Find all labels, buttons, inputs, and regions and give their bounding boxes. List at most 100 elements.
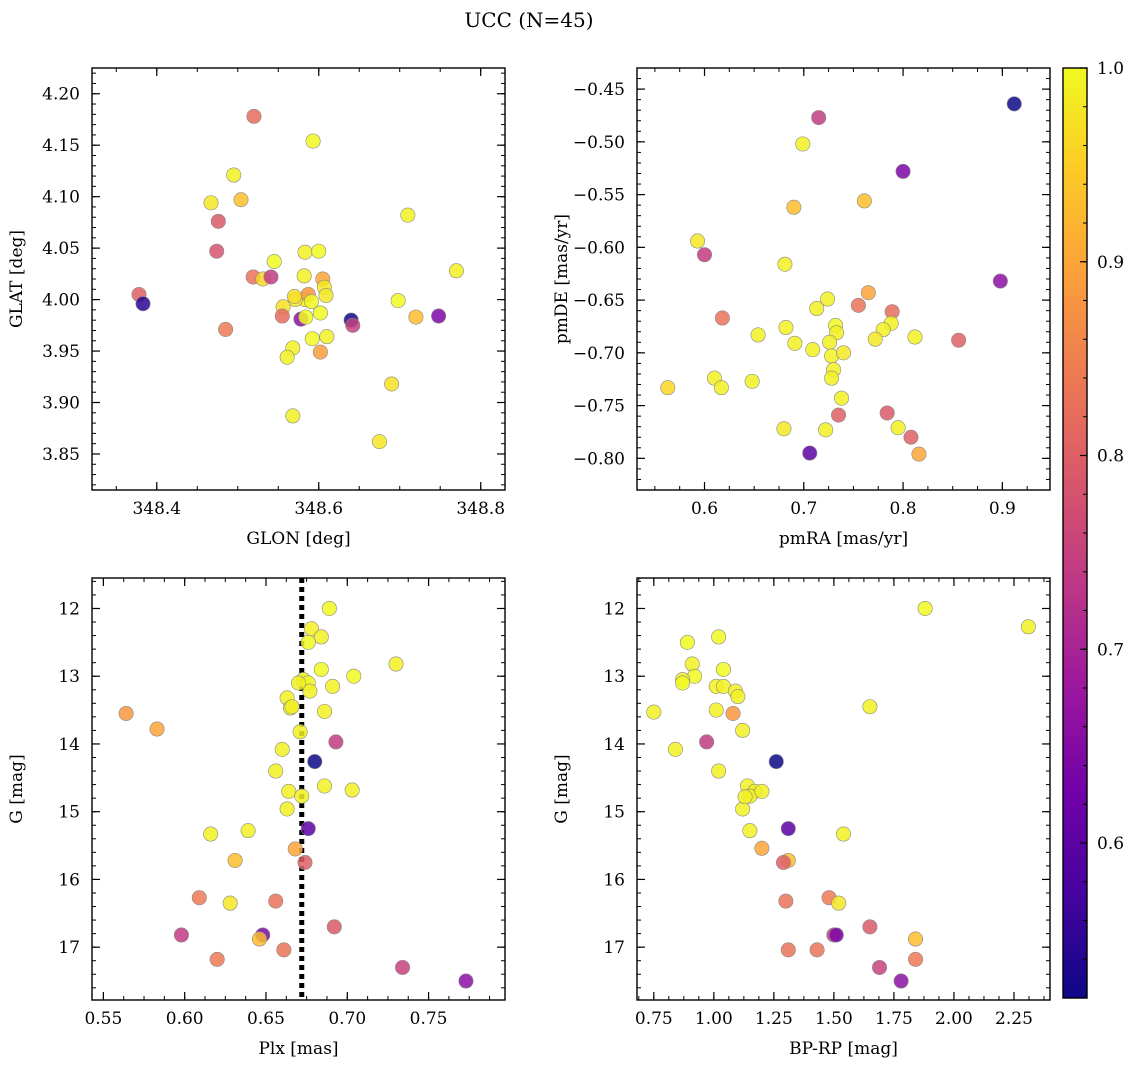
- panel-plx-g: 0.55 0.60 0.65 0.70 0.75 12 13 14 15 16 17 Plx [mas…: [7, 577, 506, 1059]
- scatter-point: [879, 405, 895, 421]
- scatter-point: [822, 334, 838, 350]
- y-tick-label: 4.15: [42, 136, 80, 156]
- scatter-point: [251, 931, 267, 947]
- x-tick-label: 1.50: [815, 1009, 853, 1029]
- x-tick-label: 348.8: [456, 499, 505, 519]
- axes-frame: [636, 67, 1051, 491]
- scatter-point: [319, 329, 335, 345]
- scatter-point: [824, 370, 840, 386]
- x-axis-label: GLON [deg]: [246, 529, 350, 549]
- scatter-points: [660, 96, 1022, 462]
- scatter-point: [326, 919, 342, 935]
- y-axis-label: G [mag]: [7, 754, 27, 823]
- scatter-point: [711, 763, 727, 779]
- x-tick-label: 0.75: [410, 1009, 448, 1029]
- scatter-point: [735, 722, 751, 738]
- scatter-point: [809, 301, 825, 317]
- scatter-point: [285, 408, 301, 424]
- y-tick-label: −0.45: [573, 80, 625, 100]
- scatter-point: [191, 890, 207, 906]
- y-tick-label: 3.90: [42, 394, 80, 414]
- scatter-point: [697, 247, 713, 263]
- scatter-point: [714, 310, 730, 326]
- scatter-point: [312, 305, 328, 321]
- scatter-point: [811, 110, 827, 126]
- scatter-points: [131, 108, 464, 450]
- scatter-point: [268, 763, 284, 779]
- x-axis-label: Plx [mas]: [258, 1039, 338, 1059]
- scatter-point: [328, 734, 344, 750]
- scatter-point: [294, 788, 310, 804]
- scatter-point: [307, 754, 323, 770]
- scatter-point: [135, 296, 151, 312]
- scatter-point: [298, 309, 314, 325]
- scatter-point: [317, 778, 333, 794]
- figure-title: UCC (N=45): [464, 8, 593, 32]
- y-tick-label: 3.85: [42, 445, 80, 465]
- scatter-point: [917, 600, 933, 616]
- scatter-point: [809, 942, 825, 958]
- scatter-point: [448, 263, 464, 279]
- scatter-point: [737, 789, 753, 805]
- scatter-point: [371, 434, 387, 450]
- panels: 348.4 348.6 348.8 3.85 3.90 3.95 4.00 4.05 4.10 4…: [7, 67, 1051, 1059]
- panel-bprp-g: 0.75 1.00 1.25 1.50 1.75 2.00 2.25 12 13 14 15 16 17…: [552, 577, 1051, 1059]
- y-axis-label: pmDE [mas/yr]: [552, 214, 572, 344]
- scatter-point: [831, 407, 847, 423]
- scatter-point: [395, 959, 411, 975]
- scatter-point: [290, 675, 306, 691]
- scatter-point: [1006, 96, 1022, 112]
- y-tick-label: 16: [603, 870, 625, 890]
- scatter-point: [860, 285, 876, 301]
- scatter-point: [325, 678, 341, 694]
- scatter-point: [667, 741, 683, 757]
- scatter-point: [856, 193, 872, 209]
- scatter-point: [713, 380, 729, 396]
- scatter-point: [805, 342, 821, 358]
- x-tick-label: 0.6: [691, 499, 718, 519]
- y-tick-label: 15: [603, 803, 625, 823]
- x-tick-label: 0.55: [84, 1009, 122, 1029]
- scatter-point: [408, 309, 424, 325]
- scatter-point: [218, 321, 234, 337]
- scatter-point: [346, 668, 362, 684]
- y-tick-label: −0.65: [573, 291, 625, 311]
- scatter-point: [908, 951, 924, 967]
- scatter-point: [992, 273, 1008, 289]
- scatter-point: [750, 327, 766, 343]
- y-tick-label: 13: [58, 667, 80, 687]
- panel-pmra-pmde: 0.6 0.7 0.8 0.9 −0.80 −0.75 −0.70 −0.65 −0.60 −0.…: [552, 67, 1051, 549]
- scatter-point: [458, 973, 474, 989]
- y-tick-label: −0.80: [573, 449, 625, 469]
- scatter-point: [775, 854, 791, 870]
- x-axis-label: pmRA [mas/yr]: [779, 529, 908, 549]
- scatter-point: [708, 702, 724, 718]
- colorbar-tick-label: 0.6: [1097, 834, 1124, 854]
- scatter-point: [313, 661, 329, 677]
- scatter-point: [203, 826, 219, 842]
- scatter-point: [300, 634, 316, 650]
- scatter-point: [384, 376, 400, 392]
- scatter-point: [297, 854, 313, 870]
- x-tick-label: 348.4: [132, 499, 181, 519]
- scatter-point: [222, 895, 238, 911]
- x-tick-label: 0.60: [166, 1009, 204, 1029]
- scatter-point: [431, 308, 447, 324]
- scatter-point: [226, 167, 242, 183]
- scatter-point: [660, 380, 676, 396]
- scatter-point: [296, 268, 312, 284]
- scatter-point: [313, 629, 329, 645]
- y-tick-label: −0.50: [573, 133, 625, 153]
- scatter-point: [735, 801, 751, 817]
- scatter-point: [754, 840, 770, 856]
- colorbar: 0.6 0.7 0.8 0.9 1.0: [1062, 59, 1124, 999]
- scatter-point: [292, 724, 308, 740]
- scatter-point: [768, 754, 784, 770]
- scatter-point: [711, 629, 727, 645]
- scatter-point: [388, 656, 404, 672]
- scatter-point: [786, 199, 802, 215]
- y-axis-label: GLAT [deg]: [7, 230, 27, 328]
- scatter-point: [699, 734, 715, 750]
- scatter-point: [715, 661, 731, 677]
